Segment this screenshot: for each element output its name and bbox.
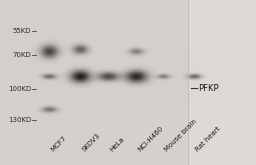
Text: HeLa: HeLa xyxy=(109,136,125,153)
Text: Rat heart: Rat heart xyxy=(194,126,221,153)
Text: 130KD: 130KD xyxy=(8,117,31,123)
Text: NCI-H460: NCI-H460 xyxy=(137,125,165,153)
Text: 100KD: 100KD xyxy=(8,86,31,92)
Text: 55KD: 55KD xyxy=(13,28,31,34)
Text: 70KD: 70KD xyxy=(12,52,31,58)
Text: MCF7: MCF7 xyxy=(50,135,68,153)
Text: Mouse brain: Mouse brain xyxy=(163,118,198,153)
Text: PFKP: PFKP xyxy=(198,84,219,93)
Text: SKOV3: SKOV3 xyxy=(81,132,101,153)
